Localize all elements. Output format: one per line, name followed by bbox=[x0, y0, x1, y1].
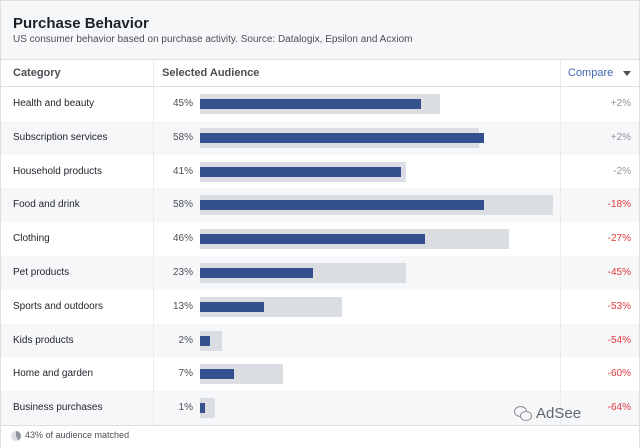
selected-audience-bar bbox=[200, 99, 421, 109]
column-header-selected-audience: Selected Audience bbox=[153, 59, 560, 87]
compare-delta: +2% bbox=[610, 131, 631, 143]
selected-percent: 7% bbox=[178, 368, 193, 380]
selected-audience-bar bbox=[200, 234, 426, 245]
compare-delta: -27% bbox=[607, 233, 631, 245]
category-row: Sports and outdoors 13% -53% bbox=[1, 289, 639, 324]
card-title: Purchase Behavior bbox=[13, 15, 149, 32]
wechat-icon bbox=[514, 406, 532, 421]
category-label: Kids products bbox=[13, 334, 74, 346]
watermark-text: AdSee bbox=[536, 404, 582, 422]
compare-delta: -45% bbox=[607, 266, 631, 278]
category-list: Health and beauty 45% +2% Subscription serv… bbox=[1, 87, 639, 425]
compare-dropdown-label: Compare bbox=[568, 67, 614, 79]
caret-down-icon bbox=[623, 71, 631, 76]
adsee-watermark: AdSee bbox=[514, 401, 581, 425]
selected-audience-bar bbox=[200, 403, 205, 414]
selected-percent: 58% bbox=[172, 131, 193, 143]
pie-chart-icon bbox=[11, 431, 21, 441]
category-label: Household products bbox=[13, 165, 102, 177]
category-row: Kids products 2% -54% bbox=[1, 323, 639, 358]
selected-percent: 58% bbox=[172, 199, 193, 211]
category-label: Pet products bbox=[13, 266, 70, 278]
column-header-category: Category bbox=[1, 59, 153, 87]
category-label: Clothing bbox=[13, 233, 50, 245]
category-label: Health and beauty bbox=[13, 98, 95, 109]
category-row: Business purchases 1% -64% bbox=[1, 391, 639, 425]
category-row: Household products 41% -2% bbox=[1, 154, 639, 189]
compare-dropdown[interactable]: Compare bbox=[560, 59, 639, 87]
category-row: Subscription services 58% +2% bbox=[1, 120, 639, 155]
selected-percent: 45% bbox=[172, 98, 193, 109]
category-row: Pet products 23% -45% bbox=[1, 255, 639, 290]
compare-delta: -54% bbox=[607, 334, 631, 346]
selected-percent: 41% bbox=[172, 165, 193, 177]
category-row: Home and garden 7% -60% bbox=[1, 357, 639, 392]
selected-percent: 2% bbox=[178, 334, 193, 346]
compare-delta: -2% bbox=[613, 165, 631, 177]
card-subtitle: US consumer behavior based on purchase a… bbox=[13, 34, 413, 45]
compare-delta: -18% bbox=[607, 199, 631, 211]
card-footer: 43% of audience matched bbox=[1, 425, 639, 448]
compare-delta: -64% bbox=[607, 402, 631, 414]
audience-matched-text: 43% of audience matched bbox=[25, 430, 130, 440]
compare-delta: -53% bbox=[607, 300, 631, 312]
category-row: Food and drink 58% -18% bbox=[1, 188, 639, 223]
selected-audience-bar bbox=[200, 301, 264, 312]
category-label: Business purchases bbox=[13, 402, 103, 414]
category-label: Home and garden bbox=[13, 368, 94, 380]
category-label: Food and drink bbox=[13, 199, 80, 211]
compare-delta: +2% bbox=[610, 98, 631, 109]
card-header: Purchase Behavior US consumer behavior b… bbox=[1, 1, 639, 60]
selected-audience-bar bbox=[200, 369, 235, 380]
compare-delta: -60% bbox=[607, 368, 631, 380]
selected-audience-bar bbox=[200, 335, 210, 346]
category-row: Clothing 46% -27% bbox=[1, 222, 639, 256]
selected-audience-bar bbox=[200, 132, 485, 143]
selected-audience-bar bbox=[200, 200, 485, 211]
selected-audience-bar bbox=[200, 166, 401, 177]
selected-percent: 1% bbox=[178, 402, 193, 414]
selected-percent: 46% bbox=[172, 233, 193, 245]
selected-audience-bar bbox=[200, 267, 313, 278]
category-label: Subscription services bbox=[13, 131, 108, 143]
selected-percent: 13% bbox=[172, 300, 193, 312]
category-label: Sports and outdoors bbox=[13, 300, 104, 312]
selected-percent: 23% bbox=[172, 266, 193, 278]
category-row: Health and beauty 45% +2% bbox=[1, 87, 639, 121]
